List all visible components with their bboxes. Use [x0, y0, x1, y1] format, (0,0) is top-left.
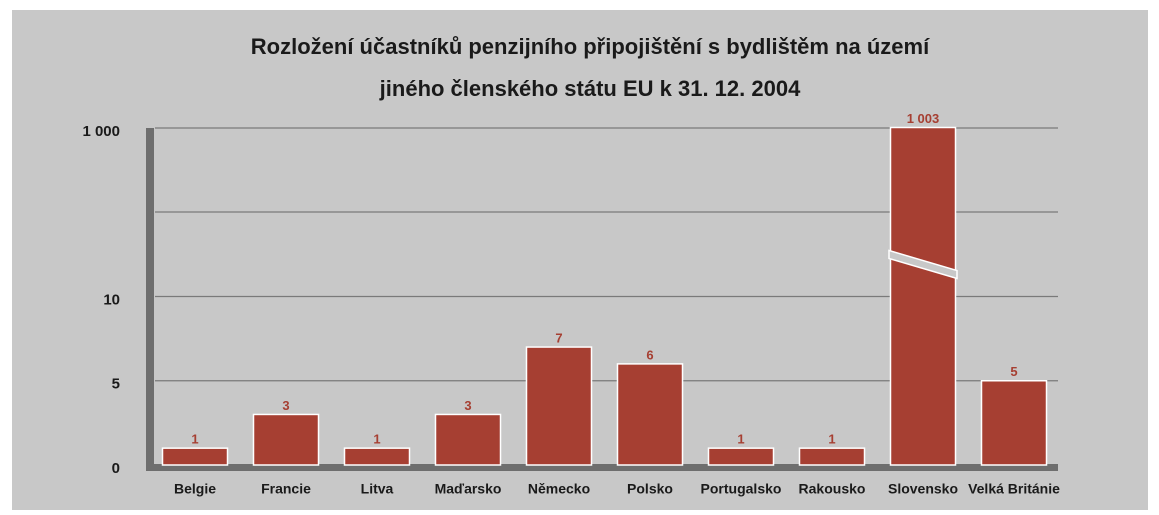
value-label: 1 003: [907, 111, 940, 126]
value-label: 6: [646, 347, 653, 362]
bar: [980, 380, 1048, 466]
chart-title: Rozložení účastníků penzijního připojišt…: [251, 34, 930, 59]
x-axis: [146, 464, 1058, 471]
x-tick-label: Portugalsko: [701, 481, 782, 497]
bar: [889, 126, 957, 466]
value-label: 1: [828, 432, 835, 447]
y-tick-label: 5: [112, 376, 120, 393]
bar: [707, 447, 775, 466]
bar: [798, 447, 866, 466]
axis-break: [888, 249, 958, 280]
bar: [525, 346, 593, 466]
x-tick-label: Velká Británie: [968, 481, 1060, 497]
value-label: 3: [464, 398, 471, 413]
x-tick-label: Belgie: [174, 481, 216, 497]
x-tick-label: Slovensko: [888, 481, 958, 497]
x-tick-label: Francie: [261, 481, 311, 497]
value-label: 1: [373, 432, 380, 447]
bar: [434, 413, 502, 466]
chart-title: jiného členského státu EU k 31. 12. 2004: [379, 76, 801, 101]
value-label: 3: [282, 398, 289, 413]
x-tick-label: Rakousko: [799, 481, 866, 497]
value-label: 5: [1010, 364, 1017, 379]
bar: [616, 363, 684, 466]
bar: [343, 447, 411, 466]
x-tick-label: Polsko: [627, 481, 673, 497]
y-tick-label: 0: [112, 460, 120, 477]
x-tick-label: Německo: [528, 481, 590, 497]
y-tick-label: 10: [103, 291, 120, 308]
value-label: 1: [737, 432, 744, 447]
bar: [161, 447, 229, 466]
x-tick-label: Maďarsko: [435, 481, 502, 497]
bar: [252, 413, 320, 466]
value-label: 1: [191, 432, 198, 447]
value-label: 7: [555, 330, 562, 345]
y-tick-label: 1 000: [82, 123, 120, 140]
x-tick-label: Litva: [361, 481, 394, 497]
y-axis: [146, 128, 154, 469]
